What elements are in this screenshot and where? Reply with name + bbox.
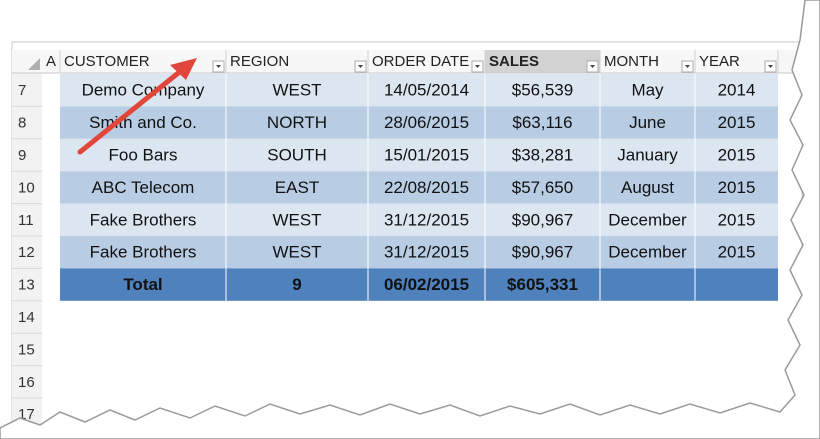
row-number: 8 bbox=[18, 115, 26, 132]
cell: Fake Brothers bbox=[90, 243, 197, 262]
total-cell: 9 bbox=[292, 275, 301, 294]
cell: WEST bbox=[272, 81, 321, 100]
cell: January bbox=[617, 145, 678, 164]
filter-arrow bbox=[768, 65, 773, 68]
cell: NORTH bbox=[267, 113, 327, 132]
row-number: 12 bbox=[18, 244, 35, 261]
table-row bbox=[60, 171, 778, 204]
cell: June bbox=[629, 113, 666, 132]
total-cell: $605,331 bbox=[507, 275, 578, 294]
row-number: 9 bbox=[18, 147, 26, 164]
row-number: 7 bbox=[18, 82, 26, 99]
filter-arrow bbox=[358, 65, 363, 68]
filter-arrow bbox=[475, 65, 480, 68]
cell: 22/08/2015 bbox=[384, 178, 469, 197]
table-row bbox=[60, 74, 778, 107]
table-row bbox=[60, 236, 778, 269]
cell: 31/12/2015 bbox=[384, 243, 469, 262]
total-cell: 06/02/2015 bbox=[384, 275, 469, 294]
cell: August bbox=[621, 178, 674, 197]
row-number: 15 bbox=[18, 341, 35, 358]
column-header: REGION bbox=[230, 53, 289, 70]
cell: $90,967 bbox=[512, 243, 573, 262]
cell: 2015 bbox=[718, 178, 756, 197]
cell: 2015 bbox=[718, 145, 756, 164]
cell: 2014 bbox=[718, 81, 756, 100]
total-row bbox=[60, 268, 778, 301]
cell: EAST bbox=[275, 178, 319, 197]
cell: WEST bbox=[272, 210, 321, 229]
table-row bbox=[60, 203, 778, 236]
row-number: 10 bbox=[18, 179, 35, 196]
cell: $90,967 bbox=[512, 210, 573, 229]
column-header: CUSTOMER bbox=[64, 53, 150, 70]
row-number: 16 bbox=[18, 374, 35, 391]
cell: $57,650 bbox=[512, 178, 573, 197]
cell: 31/12/2015 bbox=[384, 210, 469, 229]
cell: WEST bbox=[272, 243, 321, 262]
table-row bbox=[60, 106, 778, 139]
annotation-arrow-shaft bbox=[77, 67, 185, 155]
row-header-column bbox=[12, 50, 42, 430]
cell: 2015 bbox=[718, 210, 756, 229]
cell: December bbox=[608, 243, 687, 262]
cell: May bbox=[631, 81, 664, 100]
cells: A CUSTOMER REGION ORDER DATE SALES MONTH YEAR 7… bbox=[12, 50, 802, 431]
cell: $38,281 bbox=[512, 145, 573, 164]
header-row bbox=[12, 50, 802, 73]
filter-arrow bbox=[590, 65, 595, 68]
cell: SOUTH bbox=[267, 145, 327, 164]
cell: ABC Telecom bbox=[92, 178, 195, 197]
cell: 2015 bbox=[718, 113, 756, 132]
cell: Fake Brothers bbox=[90, 210, 197, 229]
cell: December bbox=[608, 210, 687, 229]
column-header: MONTH bbox=[604, 53, 659, 70]
cell: Smith and Co. bbox=[89, 113, 197, 132]
column-header: SALES bbox=[489, 53, 539, 70]
table-row bbox=[60, 138, 778, 172]
row-number: 14 bbox=[18, 309, 35, 326]
cell: 28/06/2015 bbox=[384, 113, 469, 132]
cell: Foo Bars bbox=[109, 145, 178, 164]
cell: $56,539 bbox=[512, 81, 573, 100]
annotation-arrow-head bbox=[170, 58, 197, 80]
total-cell: Total bbox=[123, 275, 162, 294]
header-selected bbox=[485, 50, 600, 73]
select-all-corner bbox=[28, 58, 40, 70]
column-header: A bbox=[46, 53, 56, 70]
column-header: ORDER DATE bbox=[372, 53, 469, 70]
cell: $63,116 bbox=[512, 113, 572, 132]
filter-arrow bbox=[216, 65, 221, 68]
column-header: YEAR bbox=[699, 53, 740, 70]
cell: 15/01/2015 bbox=[384, 145, 469, 164]
row-number: 11 bbox=[18, 212, 34, 229]
cell: Demo Company bbox=[82, 81, 205, 100]
filter-arrow bbox=[685, 65, 690, 68]
cell: 2015 bbox=[718, 243, 756, 262]
cell: 14/05/2014 bbox=[384, 81, 469, 100]
row-number: 13 bbox=[18, 277, 35, 294]
